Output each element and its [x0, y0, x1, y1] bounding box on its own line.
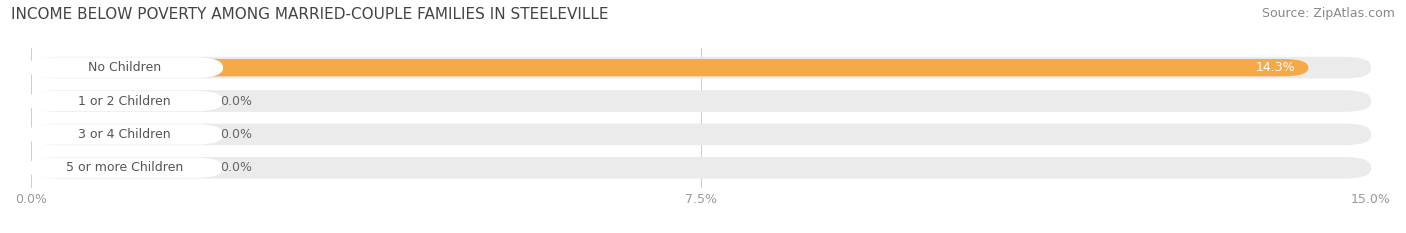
- FancyBboxPatch shape: [31, 157, 1371, 179]
- FancyBboxPatch shape: [31, 90, 1371, 112]
- FancyBboxPatch shape: [31, 57, 1371, 79]
- Text: 0.0%: 0.0%: [221, 95, 253, 107]
- Text: Source: ZipAtlas.com: Source: ZipAtlas.com: [1261, 7, 1395, 20]
- Text: No Children: No Children: [89, 61, 162, 74]
- FancyBboxPatch shape: [27, 158, 224, 178]
- Text: 3 or 4 Children: 3 or 4 Children: [79, 128, 172, 141]
- FancyBboxPatch shape: [31, 92, 198, 110]
- FancyBboxPatch shape: [31, 126, 198, 143]
- FancyBboxPatch shape: [27, 58, 224, 78]
- Text: 0.0%: 0.0%: [221, 161, 253, 174]
- Text: 0.0%: 0.0%: [221, 128, 253, 141]
- Text: 1 or 2 Children: 1 or 2 Children: [79, 95, 172, 107]
- FancyBboxPatch shape: [31, 159, 198, 176]
- FancyBboxPatch shape: [31, 59, 1309, 76]
- FancyBboxPatch shape: [27, 91, 224, 111]
- Text: 5 or more Children: 5 or more Children: [66, 161, 183, 174]
- Text: INCOME BELOW POVERTY AMONG MARRIED-COUPLE FAMILIES IN STEELEVILLE: INCOME BELOW POVERTY AMONG MARRIED-COUPL…: [11, 7, 609, 22]
- FancyBboxPatch shape: [31, 123, 1371, 145]
- FancyBboxPatch shape: [27, 124, 224, 144]
- Text: 14.3%: 14.3%: [1256, 61, 1295, 74]
